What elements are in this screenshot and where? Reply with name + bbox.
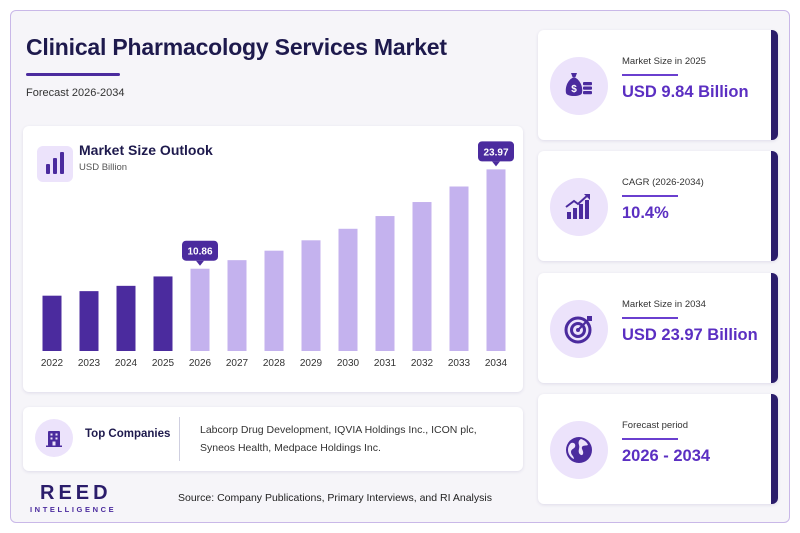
top-companies-label: Top Companies: [85, 428, 171, 440]
x-tick-label: 2022: [41, 358, 64, 369]
stat-underline: [622, 74, 678, 76]
stat-card-cagr: CAGR (2026-2034) 10.4%: [538, 151, 778, 261]
chart-unit: USD Billion: [79, 162, 128, 173]
logo-reed: REED: [40, 482, 112, 504]
bar-2030: [338, 228, 358, 351]
x-tick-label: 2026: [189, 358, 212, 369]
callout-label: 10.86: [187, 247, 212, 258]
stat-card-market-size-2025: $ Market Size in 2025 USD 9.84 Billion: [538, 30, 778, 140]
x-tick-label: 2024: [115, 358, 138, 369]
stat-value: 10.4%: [622, 204, 669, 222]
source-note: Source: Company Publications, Primary In…: [178, 492, 492, 504]
bar-2033: [449, 186, 469, 351]
bar-2027: [227, 260, 247, 351]
x-tick-label: 2031: [374, 358, 397, 369]
bar-2022: [42, 295, 62, 351]
page-title: Clinical Pharmacology Services Market: [26, 34, 447, 60]
page-subtitle: Forecast 2026-2034: [26, 87, 125, 99]
stat-label: Market Size in 2034: [622, 299, 706, 310]
stat-value: 2026 - 2034: [622, 447, 711, 465]
x-tick-label: 2027: [226, 358, 249, 369]
bar-2031: [375, 216, 395, 351]
companies-line-1: Labcorp Drug Development, IQVIA Holdings…: [200, 424, 477, 436]
bar-2026: [190, 268, 210, 351]
money-bag-icon: $: [550, 57, 608, 115]
logo-intelligence: INTELLIGENCE: [30, 505, 117, 514]
growth-chart-icon: [550, 178, 608, 236]
bar-2025: [153, 276, 173, 351]
divider: [179, 417, 180, 461]
stat-card-forecast-period: Forecast period 2026 - 2034: [538, 394, 778, 504]
chart-title: Market Size Outlook: [79, 142, 213, 158]
stat-label: Forecast period: [622, 420, 689, 431]
x-tick-label: 2029: [300, 358, 323, 369]
title-underline: [26, 73, 120, 76]
svg-text:$: $: [571, 84, 577, 95]
bar-chart-icon: [37, 146, 73, 182]
callout-2034: 23.97: [478, 141, 514, 167]
x-tick-label: 2032: [411, 358, 434, 369]
x-tick-label: 2028: [263, 358, 286, 369]
x-tick-label: 2030: [337, 358, 360, 369]
building-icon: [35, 419, 73, 457]
market-size-chart-card: Market Size Outlook USD Billion 2022 2023…: [23, 126, 523, 392]
bar-2032: [412, 202, 432, 351]
target-icon: [550, 300, 608, 358]
bar-2023: [79, 291, 99, 351]
stat-underline: [622, 438, 678, 440]
top-companies-card: Top Companies Labcorp Drug Development, …: [23, 407, 523, 471]
bar-2029: [301, 240, 321, 351]
top-companies-list: Labcorp Drug Development, IQVIA Holdings…: [200, 421, 510, 457]
stat-value: USD 9.84 Billion: [622, 83, 749, 101]
bar-2028: [264, 250, 284, 351]
companies-line-2: Syneos Health, Medpace Holdings Inc.: [200, 442, 381, 454]
stat-card-market-size-2034: Market Size in 2034 USD 23.97 Billion: [538, 273, 778, 383]
stat-value: USD 23.97 Billion: [622, 326, 758, 344]
x-tick-label: 2034: [485, 358, 508, 369]
stat-underline: [622, 195, 678, 197]
stat-label: CAGR (2026-2034): [622, 177, 704, 188]
x-tick-label: 2033: [448, 358, 471, 369]
x-tick-label: 2023: [78, 358, 101, 369]
x-tick-label: 2025: [152, 358, 175, 369]
stat-underline: [622, 317, 678, 319]
callout-label: 23.97: [483, 147, 508, 158]
callout-2026: 10.86: [182, 240, 218, 266]
bar-chart: 2022 2023 2024 2025 2026 2027 2028 2029 2030 2031…: [41, 141, 514, 369]
bar-2024: [116, 285, 136, 351]
bar-2034: [486, 169, 506, 351]
globe-icon: [550, 421, 608, 479]
stat-label: Market Size in 2025: [622, 56, 706, 67]
